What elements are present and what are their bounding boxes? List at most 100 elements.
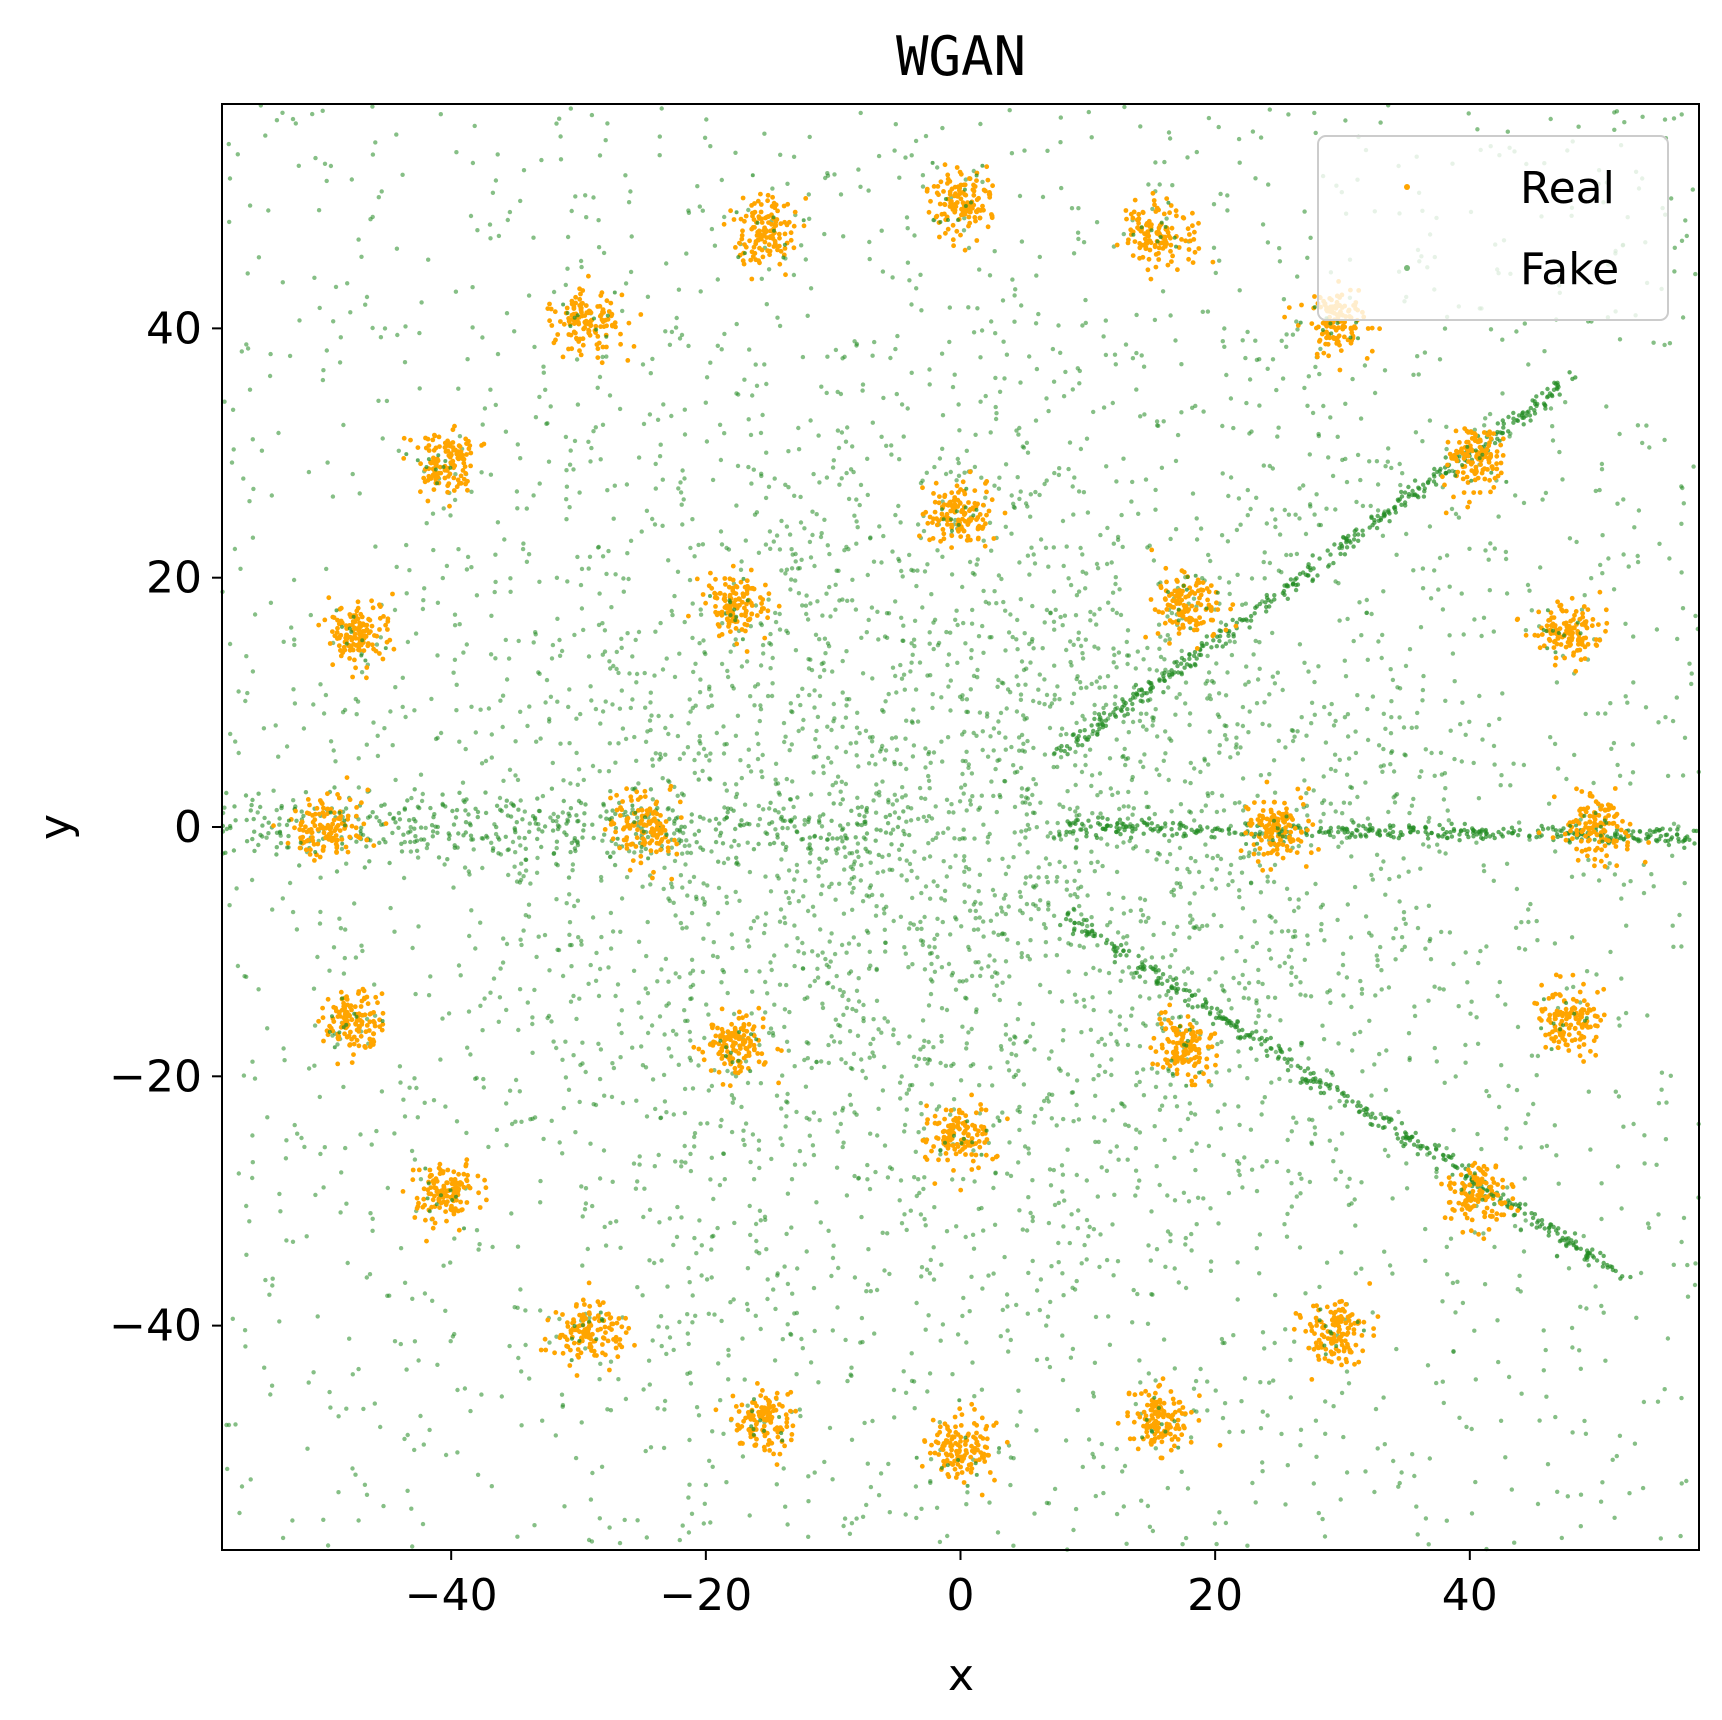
fake-point (768, 546, 773, 551)
fake-point (922, 967, 928, 972)
fake-point (658, 620, 663, 626)
fake-point (1313, 1418, 1319, 1423)
fake-point (874, 998, 880, 1003)
fake-point (397, 1064, 403, 1069)
fake-point (694, 1251, 699, 1256)
fake-point (807, 134, 812, 140)
fake-point (861, 1018, 866, 1024)
fake-point (920, 173, 926, 178)
fake-point (537, 481, 542, 486)
fake-point (1601, 1310, 1606, 1315)
fake-point (672, 831, 677, 836)
fake-point (1496, 1359, 1501, 1365)
fake-point (849, 851, 855, 856)
fake-point (710, 953, 716, 958)
fake-point (227, 641, 233, 647)
fake-point (588, 459, 593, 464)
fake-point (1057, 466, 1062, 471)
fake-point (1242, 986, 1248, 991)
fake-point (1499, 1063, 1504, 1068)
fake-point (1421, 673, 1426, 679)
fake-point (829, 881, 834, 886)
fake-point (995, 684, 1000, 689)
fake-point (488, 652, 494, 657)
fake-point (966, 245, 972, 251)
fake-point (731, 686, 736, 691)
fake-point (782, 1024, 787, 1030)
fake-point (374, 642, 380, 647)
fake-point (950, 1177, 955, 1182)
fake-point (1309, 1140, 1314, 1145)
fake-point (797, 1148, 803, 1154)
fake-point (1256, 967, 1261, 973)
fake-point (701, 638, 706, 643)
fake-point (722, 805, 727, 810)
fake-point (602, 649, 608, 654)
fake-point (1003, 648, 1008, 653)
fake-point (851, 885, 856, 891)
fake-point (746, 944, 752, 949)
fake-point (1052, 663, 1057, 668)
fake-point (1260, 1330, 1266, 1335)
fake-point (1670, 853, 1675, 858)
fake-point (623, 281, 629, 286)
fake-point (1391, 795, 1396, 800)
fake-point (364, 1492, 370, 1498)
fake-point (916, 1177, 921, 1182)
fake-point (1194, 149, 1200, 155)
fake-point (1355, 794, 1360, 800)
fake-point (504, 1007, 509, 1013)
fake-point (287, 353, 293, 359)
fake-point (645, 294, 651, 299)
fake-point (1379, 987, 1384, 992)
fake-point (236, 1171, 241, 1176)
fake-point (868, 1484, 874, 1490)
fake-point (865, 1177, 870, 1182)
fake-point (1188, 920, 1193, 925)
fake-point (1313, 881, 1318, 887)
fake-point (865, 492, 870, 498)
fake-point (1098, 1232, 1103, 1237)
fake-point (607, 659, 612, 664)
fake-point (229, 460, 235, 465)
fake-point (1429, 750, 1434, 756)
fake-point (1172, 1155, 1177, 1161)
fake-point (834, 568, 839, 573)
fake-point (289, 625, 294, 630)
fake-point (570, 868, 575, 873)
fake-point (811, 1285, 817, 1291)
fake-point (909, 302, 914, 307)
fake-point (613, 760, 618, 765)
fake-point (826, 964, 832, 970)
fake-point (993, 404, 998, 410)
fake-point (1541, 1328, 1546, 1333)
fake-point (985, 834, 991, 840)
fake-point (1658, 1536, 1664, 1541)
fake-point (932, 969, 938, 974)
fake-point (922, 914, 927, 920)
fake-point (471, 847, 476, 852)
fake-point (828, 959, 833, 964)
fake-point (1324, 1068, 1330, 1073)
fake-point (1061, 1116, 1066, 1122)
fake-point (1196, 988, 1201, 993)
fake-point (245, 271, 250, 276)
fake-point (1442, 1080, 1447, 1086)
fake-point (1488, 327, 1494, 332)
fake-point (758, 430, 764, 436)
fake-point (1448, 728, 1453, 733)
fake-point (975, 927, 981, 932)
fake-point (475, 228, 480, 233)
fake-point (1018, 765, 1024, 771)
fake-point (884, 904, 889, 909)
fake-point (1381, 763, 1387, 768)
fake-point (1237, 1122, 1242, 1128)
fake-point (1114, 479, 1119, 484)
fake-point (703, 1482, 709, 1488)
fake-point (1129, 1013, 1134, 1018)
fake-point (1305, 941, 1311, 947)
fake-point (871, 1054, 877, 1059)
fake-point (1056, 1066, 1062, 1071)
fake-point (1437, 555, 1443, 561)
fake-point (719, 980, 724, 985)
